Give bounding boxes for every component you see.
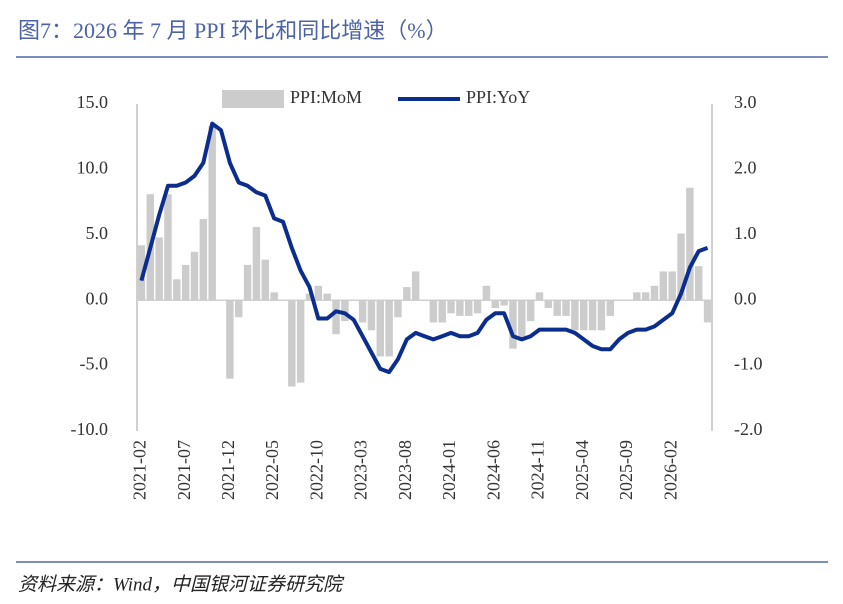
- bar: [659, 271, 668, 301]
- y-tick-label: -10.0: [71, 419, 109, 439]
- bar: [358, 300, 367, 323]
- bar: [588, 300, 597, 331]
- y-tick-label: 0.0: [86, 288, 109, 308]
- x-tick-label: 2025-04: [572, 440, 592, 500]
- bar: [394, 300, 402, 318]
- legend-swatch: [222, 90, 284, 108]
- bar: [429, 300, 438, 323]
- bar: [243, 264, 252, 301]
- y-tick-label: -5.0: [80, 354, 109, 374]
- bar: [173, 279, 181, 301]
- bar: [491, 300, 499, 309]
- x-tick-label: 2025-09: [616, 440, 636, 500]
- bar: [562, 300, 570, 316]
- x-tick-label: 2024-06: [483, 440, 503, 500]
- bar: [482, 285, 491, 301]
- bar: [411, 271, 420, 301]
- bar: [270, 292, 278, 301]
- bar: [650, 285, 659, 301]
- bar: [553, 300, 561, 316]
- bar: [580, 300, 588, 331]
- bar: [695, 266, 703, 301]
- y-tick-label: 5.0: [86, 223, 109, 243]
- y2-tick-label: 1.0: [734, 223, 757, 243]
- y2-tick-label: 0.0: [734, 288, 757, 308]
- bar: [323, 293, 331, 301]
- x-tick-label: 2026-02: [660, 440, 680, 500]
- x-tick-label: 2024-01: [439, 440, 459, 500]
- bar: [226, 300, 234, 379]
- chart-title: 图7：2026 年 7 月 PPI 环比和同比增速（%）: [18, 18, 448, 43]
- y2-tick-label: -2.0: [734, 419, 763, 439]
- y2-tick-label: 3.0: [734, 92, 757, 112]
- x-tick-label: 2023-03: [351, 440, 371, 500]
- bar: [341, 300, 349, 322]
- x-tick-label: 2022-10: [306, 440, 326, 500]
- bar: [633, 292, 641, 301]
- x-tick-label: 2021-02: [130, 440, 150, 500]
- bar: [208, 126, 216, 301]
- bar: [703, 300, 712, 323]
- bar: [571, 300, 579, 331]
- bar: [447, 300, 455, 314]
- bar: [367, 300, 376, 331]
- bar: [403, 287, 411, 301]
- bar: [597, 300, 606, 331]
- bar: [181, 264, 190, 301]
- bar: [686, 187, 694, 301]
- x-tick-label: 2023-08: [395, 440, 415, 500]
- bar: [164, 194, 172, 301]
- bar: [332, 300, 340, 335]
- bar: [641, 292, 650, 301]
- legend-label: PPI:YoY: [466, 87, 530, 107]
- bar: [252, 226, 261, 301]
- x-tick-label: 2022-05: [262, 440, 282, 500]
- bar: [155, 237, 163, 301]
- bar: [261, 259, 269, 301]
- bar: [296, 300, 305, 383]
- x-tick-label: 2021-07: [174, 440, 194, 500]
- bar: [235, 300, 243, 318]
- bar: [526, 300, 535, 322]
- bar: [137, 245, 146, 301]
- y2-tick-label: 2.0: [734, 158, 757, 178]
- x-tick-label: 2024-11: [528, 440, 548, 499]
- line: [139, 121, 709, 375]
- x-tick-label: 2021-12: [218, 440, 238, 500]
- bar: [473, 300, 482, 314]
- bar: [544, 300, 553, 309]
- bar: [314, 285, 323, 301]
- y2-tick-label: -1.0: [734, 354, 763, 374]
- bar: [509, 300, 517, 349]
- bar: [677, 233, 685, 301]
- bar: [668, 271, 676, 301]
- bar: [535, 292, 544, 301]
- bar: [606, 300, 614, 316]
- y-tick-label: 10.0: [77, 158, 109, 178]
- bar: [438, 300, 446, 323]
- legend-label: PPI:MoM: [290, 87, 362, 107]
- y-tick-label: 15.0: [77, 92, 109, 112]
- bar: [305, 293, 314, 301]
- bar: [500, 300, 508, 306]
- bar: [376, 300, 384, 357]
- bar: [190, 251, 199, 301]
- bar: [199, 219, 208, 301]
- bar: [288, 300, 296, 387]
- bar: [518, 300, 526, 341]
- source: 资料来源：Wind，中国银河证券研究院: [18, 573, 345, 595]
- bar: [465, 300, 473, 316]
- bar: [385, 300, 393, 357]
- bar: [456, 300, 464, 316]
